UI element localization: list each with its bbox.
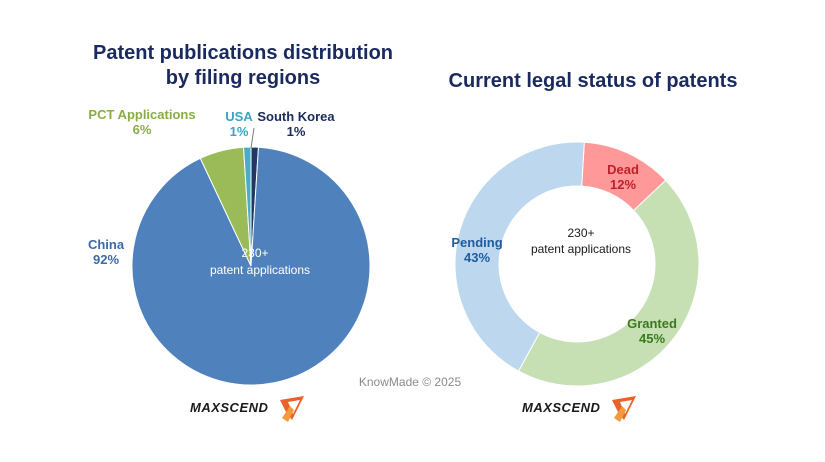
- slice-pending: [454, 141, 585, 372]
- status-center-caption: patent applications: [531, 242, 631, 256]
- logo-text: MAXSCEND: [522, 400, 601, 415]
- slice-value-pct-applications: 6%: [133, 122, 152, 137]
- slice-label-dead: Dead: [607, 162, 639, 177]
- slice-value-south-korea: 1%: [287, 124, 306, 139]
- maxscend-logo-left: MAXSCEND: [190, 396, 304, 422]
- slice-value-china: 92%: [93, 252, 119, 267]
- slice-label-china: China: [88, 237, 125, 252]
- region-chart-title-line-2: by filing regions: [166, 67, 320, 89]
- slice-label-pct-applications: PCT Applications: [88, 107, 195, 122]
- slice-value-dead: 12%: [610, 177, 636, 192]
- slice-value-granted: 45%: [639, 331, 665, 346]
- region-pie-chart: Patent publications distribution by fili…: [88, 42, 393, 386]
- slice-label-south-korea: South Korea: [257, 109, 335, 124]
- slice-label-usa: USA: [225, 109, 253, 124]
- slice-value-pending: 43%: [464, 250, 490, 265]
- status-chart-title: Current legal status of patents: [449, 70, 738, 92]
- status-center-count: 230+: [567, 226, 594, 240]
- region-chart-title-line-1: Patent publications distribution: [93, 42, 393, 64]
- south-korea-leader-line: [250, 127, 255, 149]
- credit-text: KnowMade © 2025: [359, 375, 462, 389]
- region-center-count: 230+: [241, 246, 268, 260]
- slice-granted: [517, 179, 700, 387]
- logo-mark-icon: [280, 396, 304, 422]
- slice-label-pending: Pending: [451, 235, 502, 250]
- maxscend-logo-right: MAXSCEND: [522, 396, 636, 422]
- region-center-caption: patent applications: [210, 263, 310, 277]
- logo-text: MAXSCEND: [190, 400, 269, 415]
- slice-label-granted: Granted: [627, 316, 677, 331]
- logo-mark-icon: [612, 396, 636, 422]
- slice-value-usa: 1%: [230, 124, 249, 139]
